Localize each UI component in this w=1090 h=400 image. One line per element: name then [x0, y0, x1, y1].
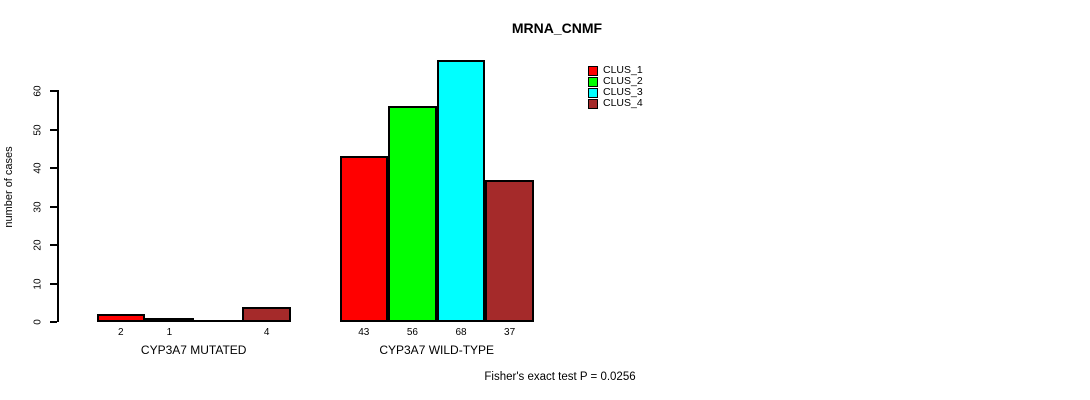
- legend-swatch-icon: [588, 98, 598, 109]
- y-tick: [49, 90, 57, 92]
- bar-value-label: 4: [263, 326, 270, 338]
- y-tick-label: 60: [32, 85, 44, 97]
- legend-label: CLUS_2: [603, 75, 643, 87]
- legend-item: CLUS_1: [588, 65, 643, 76]
- y-tick-label: 0: [32, 319, 44, 325]
- bar-clus_3: [436, 60, 486, 322]
- y-tick: [49, 244, 57, 246]
- bar-value-label: 1: [166, 326, 173, 338]
- bar-clus_1: [339, 156, 389, 322]
- y-axis-label: number of cases: [3, 146, 15, 228]
- bar-clus_4: [485, 179, 534, 322]
- group-label: CYP3A7 WILD-TYPE: [379, 343, 495, 357]
- legend-label: CLUS_3: [603, 86, 643, 98]
- legend-swatch-icon: [588, 76, 598, 87]
- y-tick: [49, 282, 57, 285]
- y-tick-label: 50: [32, 123, 44, 136]
- bar-clus_1: [96, 314, 146, 322]
- y-tick: [49, 205, 57, 208]
- y-tick-label: 10: [32, 277, 44, 290]
- y-tick: [49, 128, 57, 131]
- y-tick: [49, 167, 57, 169]
- group-label: CYP3A7 MUTATED: [140, 343, 247, 357]
- bar-value-label: 68: [455, 326, 467, 338]
- bar-value-label: 37: [504, 326, 516, 338]
- bar-value-label: 56: [406, 326, 418, 338]
- y-axis-line: [56, 90, 59, 322]
- y-tick: [49, 321, 57, 323]
- legend: CLUS_1 CLUS_2 CLUS_3 CLUS_4: [588, 65, 643, 109]
- legend-item: CLUS_4: [588, 98, 643, 109]
- legend-swatch-icon: [588, 87, 598, 98]
- y-tick-label: 40: [32, 162, 44, 174]
- bar-clus_2: [388, 106, 437, 322]
- bar-clus_4: [242, 306, 291, 322]
- legend-swatch-icon: [588, 65, 598, 76]
- annotation-text: Fisher's exact test P = 0.0256: [484, 371, 636, 383]
- legend-label: CLUS_1: [603, 64, 643, 76]
- chart-title: MRNA_CNMF: [511, 20, 603, 36]
- legend-item: CLUS_3: [588, 87, 643, 98]
- bar-clus_3-zero: [193, 320, 243, 322]
- y-tick-label: 20: [32, 239, 44, 251]
- bar-clus_2: [145, 318, 194, 323]
- legend-label: CLUS_4: [603, 97, 643, 109]
- bar-value-label: 2: [118, 326, 124, 338]
- legend-item: CLUS_2: [588, 76, 643, 87]
- y-tick-label: 30: [32, 200, 44, 213]
- bar-value-label: 43: [358, 326, 370, 338]
